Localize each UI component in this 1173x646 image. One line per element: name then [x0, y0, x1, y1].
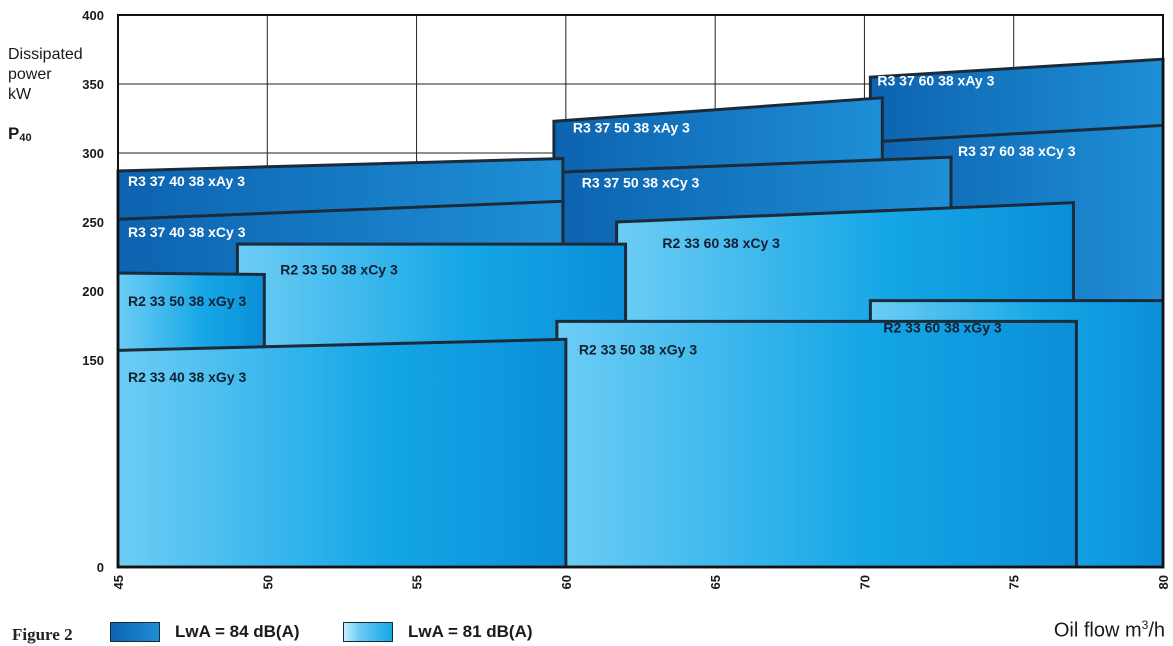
legend-swatch-84	[110, 622, 160, 642]
plot-border	[117, 14, 1164, 568]
region-label-8: R2 33 50 38 xGy 3	[128, 293, 247, 309]
region-label-3: R3 37 50 38 xCy 3	[582, 175, 700, 191]
figure-label: Figure 2	[12, 625, 73, 644]
x-tick-50: 50	[260, 575, 275, 589]
region-label-1: R3 37 60 38 xCy 3	[958, 143, 1076, 159]
legend-label-84: LwA = 84 dB(A)	[175, 622, 300, 641]
region-label-9: R2 33 60 38 xGy 3	[883, 319, 1002, 335]
region-label-7: R2 33 50 38 xCy 3	[280, 261, 398, 277]
y-tick-300: 300	[82, 146, 104, 161]
legend-swatch-81	[343, 622, 393, 642]
y-tick-150: 150	[82, 353, 104, 368]
y-axis-symbol: P40	[8, 124, 32, 144]
plot-frame	[117, 14, 1164, 568]
region-label-0: R3 37 60 38 xAy 3	[877, 72, 994, 88]
y-axis-title-line2: power	[8, 66, 52, 83]
x-tick-65: 65	[708, 575, 723, 589]
region-label-5: R3 37 40 38 xCy 3	[128, 224, 246, 240]
region-label-4: R3 37 40 38 xAy 3	[128, 173, 245, 189]
x-tick-60: 60	[559, 575, 574, 589]
region-label-2: R3 37 50 38 xAy 3	[573, 119, 690, 135]
y-tick-200: 200	[82, 284, 104, 299]
y-tick-350: 350	[82, 77, 104, 92]
regions	[116, 57, 1165, 569]
y-tick-400: 400	[82, 8, 104, 23]
x-tick-75: 75	[1007, 575, 1022, 589]
region-10	[555, 319, 1078, 569]
x-tick-70: 70	[857, 575, 872, 589]
tick-labels: 45 50 55 60 65 70 75 80 0 150 200 250 300 350 400	[82, 8, 1171, 589]
x-tick-45: 45	[111, 575, 126, 589]
y-axis-title-line3: kW	[8, 86, 32, 103]
y-tick-0: 0	[97, 560, 104, 575]
y-tick-250: 250	[82, 215, 104, 230]
region-label-10: R2 33 50 38 xGy 3	[579, 341, 698, 357]
region-label-11: R2 33 40 38 xGy 3	[128, 369, 247, 385]
x-axis-title: Oil flow m3/h	[1053, 618, 1165, 642]
region-label-6: R2 33 60 38 xCy 3	[662, 235, 780, 251]
x-tick-80: 80	[1156, 575, 1171, 589]
region-labels: R3 37 60 38 xAy 3 R3 37 60 38 xCy 3 R3 37 …	[128, 72, 1076, 385]
y-axis-title-line1: Dissipated	[8, 46, 83, 63]
x-tick-55: 55	[410, 575, 425, 589]
legend-label-81: LwA = 81 dB(A)	[408, 622, 533, 641]
